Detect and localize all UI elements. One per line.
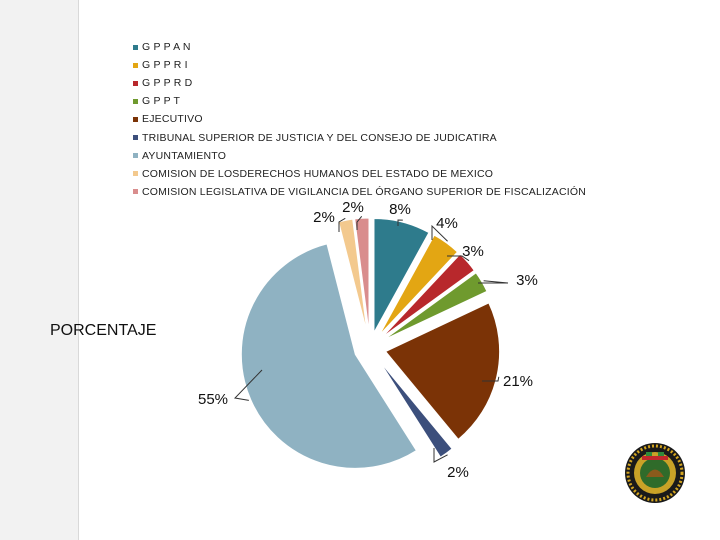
leader-line bbox=[233, 369, 263, 401]
legend-swatch bbox=[133, 98, 138, 104]
legend-swatch bbox=[133, 116, 138, 122]
leader-line bbox=[478, 280, 509, 284]
legend-swatch bbox=[133, 189, 138, 195]
legend-item: G P P A N bbox=[133, 38, 586, 56]
data-label: 2% bbox=[447, 464, 469, 481]
legend-swatch bbox=[133, 80, 138, 86]
legend-item: COMISION DE LOSDERECHOS HUMANOS DEL ESTA… bbox=[133, 165, 586, 183]
pie-slice bbox=[384, 302, 501, 441]
pie-slice bbox=[381, 253, 475, 338]
left-decorative-bar bbox=[0, 0, 79, 540]
legend-swatch bbox=[133, 44, 138, 50]
legend-item: EJECUTIVO bbox=[133, 110, 586, 128]
data-label: 3% bbox=[462, 243, 484, 260]
pie-slice bbox=[378, 360, 453, 458]
legend-label: EJECUTIVO bbox=[142, 113, 203, 126]
leader-line bbox=[433, 448, 448, 463]
pie-slice bbox=[354, 217, 370, 333]
data-label: 4% bbox=[436, 215, 458, 232]
legend-swatch bbox=[133, 171, 138, 177]
data-label: 2% bbox=[342, 199, 364, 216]
legend-label: G P P R D bbox=[142, 77, 193, 90]
data-label: 55% bbox=[198, 391, 228, 408]
leader-line bbox=[482, 376, 500, 382]
legend-label: G P P A N bbox=[142, 41, 191, 54]
legend-item: G P P R D bbox=[133, 74, 586, 92]
seal-top-band bbox=[642, 456, 668, 460]
leader-line bbox=[447, 255, 470, 262]
legend-item: G P P R I bbox=[133, 56, 586, 74]
legend-label: TRIBUNAL SUPERIOR DE JUSTICIA Y DEL CONS… bbox=[142, 131, 497, 144]
legend-swatch bbox=[133, 62, 138, 68]
data-label: 21% bbox=[503, 373, 533, 390]
data-label: 8% bbox=[389, 201, 411, 218]
leader-line bbox=[431, 224, 448, 242]
legend-swatch bbox=[133, 135, 138, 141]
leader-line bbox=[356, 215, 363, 230]
legend-item: TRIBUNAL SUPERIOR DE JUSTICIA Y DEL CONS… bbox=[133, 128, 586, 146]
seal-logo bbox=[625, 443, 685, 503]
seal-top-flags bbox=[646, 452, 664, 456]
leader-line bbox=[397, 219, 403, 226]
legend-label: G P P R I bbox=[142, 59, 188, 72]
chart-title: PORCENTAJE bbox=[50, 322, 157, 339]
leader-line bbox=[338, 217, 346, 232]
pie-slice bbox=[383, 272, 488, 341]
seal-dotted-ring bbox=[626, 444, 684, 502]
pie-slice bbox=[240, 243, 418, 469]
legend-label: COMISION LEGISLATIVA DE VIGILANCIA DEL Ó… bbox=[142, 185, 587, 198]
legend-item: AYUNTAMIENTO bbox=[133, 147, 586, 165]
legend-swatch bbox=[133, 153, 138, 159]
pie-slice bbox=[373, 218, 430, 333]
data-label: 3% bbox=[516, 272, 538, 289]
legend-item: COMISION LEGISLATIVA DE VIGILANCIA DEL Ó… bbox=[133, 183, 586, 201]
data-label: 2% bbox=[313, 209, 335, 226]
pie-slice bbox=[378, 234, 459, 336]
seal-eagle-shape bbox=[646, 469, 664, 477]
legend-label: G P P T bbox=[142, 95, 181, 108]
legend-item: G P P T bbox=[133, 92, 586, 110]
legend-label: COMISION DE LOSDERECHOS HUMANOS DEL ESTA… bbox=[142, 167, 494, 180]
legend: G P P A N G P P R I G P P R D G P P T EJ… bbox=[133, 38, 586, 201]
legend-label: AYUNTAMIENTO bbox=[142, 149, 227, 162]
